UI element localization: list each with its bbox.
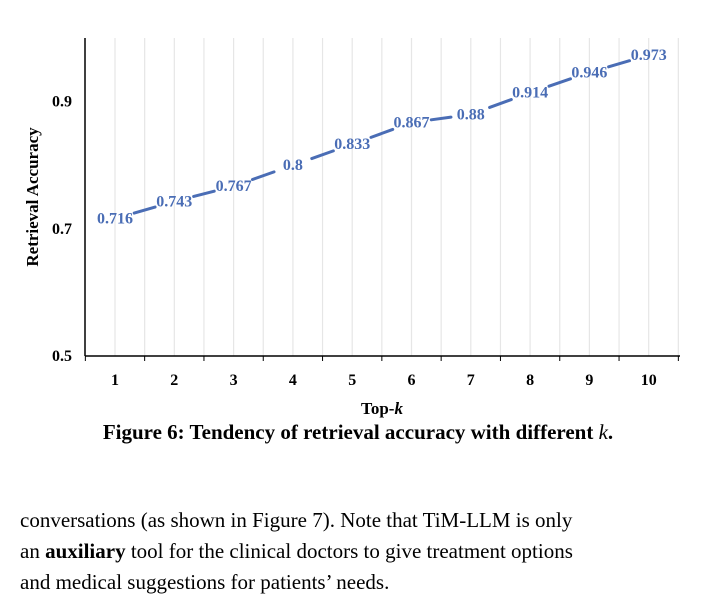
figure-caption: Figure 6: Tendency of retrieval accuracy…: [0, 420, 716, 445]
series-segment: [607, 59, 631, 69]
series-line: [132, 59, 631, 215]
y-tick-label: 0.7: [52, 221, 72, 238]
x-tick-label: 6: [408, 372, 416, 389]
series-segment: [192, 189, 216, 198]
body-line-2-pre: an: [20, 539, 46, 563]
y-tick-label: 0.5: [52, 348, 72, 365]
series-segment: [429, 115, 453, 122]
data-label: 0.914: [512, 85, 548, 102]
x-tick-label: 2: [170, 372, 178, 389]
data-label: 0.867: [394, 115, 430, 132]
data-label: 0.8: [283, 157, 303, 174]
body-paragraph: conversations (as shown in Figure 7). No…: [20, 505, 696, 598]
x-tick-label: 8: [526, 372, 534, 389]
data-label: 0.767: [216, 178, 252, 195]
body-line-2-bold: auxiliary: [45, 539, 126, 563]
data-labels: 0.716 0.743 0.767 0.8 0.833 0.867 0.88 0.914 0.9…: [97, 47, 667, 227]
x-tick-label: 5: [348, 372, 356, 389]
series-segment: [488, 98, 513, 109]
data-label: 0.88: [457, 106, 485, 123]
x-tick-label: 7: [467, 372, 475, 389]
x-tick-label: 4: [289, 372, 297, 389]
y-tick-label: 0.9: [52, 94, 72, 111]
x-tick-label: 10: [641, 372, 657, 389]
series-segment: [132, 205, 157, 215]
grid-lines: [114, 38, 679, 356]
data-label: 0.743: [156, 193, 192, 210]
series-segment: [369, 127, 395, 139]
x-axis-title-var: k: [394, 399, 403, 418]
caption-var: k: [598, 420, 608, 444]
data-label: 0.946: [571, 64, 607, 81]
x-tick-label: 3: [230, 372, 238, 389]
series-segment: [547, 77, 572, 88]
line-chart: 1 2 3 4 5 6 7 8 9 10 0.5 0.7 0.9 0.716 0.743 0.767 0.8…: [23, 38, 680, 418]
body-line-3: and medical suggestions for patients’ ne…: [20, 570, 390, 594]
series-segment: [310, 149, 335, 161]
y-axis-title: Retrieval Accuracy: [23, 127, 42, 267]
data-label: 0.716: [97, 211, 133, 228]
x-axis-title-text: Top-: [361, 399, 395, 418]
body-line-1: conversations (as shown in Figure 7). No…: [20, 508, 573, 532]
x-axis-title: Top-k: [361, 399, 403, 418]
series-segment: [250, 170, 276, 182]
x-tick-label: 1: [111, 372, 119, 389]
body-line-2: an auxiliary tool for the clinical docto…: [20, 536, 696, 567]
data-label: 0.973: [631, 47, 667, 64]
x-tick-labels: 1 2 3 4 5 6 7 8 9 10: [84, 356, 679, 389]
caption-end: .: [607, 420, 614, 444]
y-tick-labels: 0.5 0.7 0.9: [52, 94, 72, 365]
caption-text: Figure 6: Tendency of retrieval accuracy…: [102, 420, 599, 444]
body-line-2-post: tool for the clinical doctors to give tr…: [125, 539, 573, 563]
data-label: 0.833: [334, 136, 370, 153]
x-tick-label: 9: [585, 372, 593, 389]
